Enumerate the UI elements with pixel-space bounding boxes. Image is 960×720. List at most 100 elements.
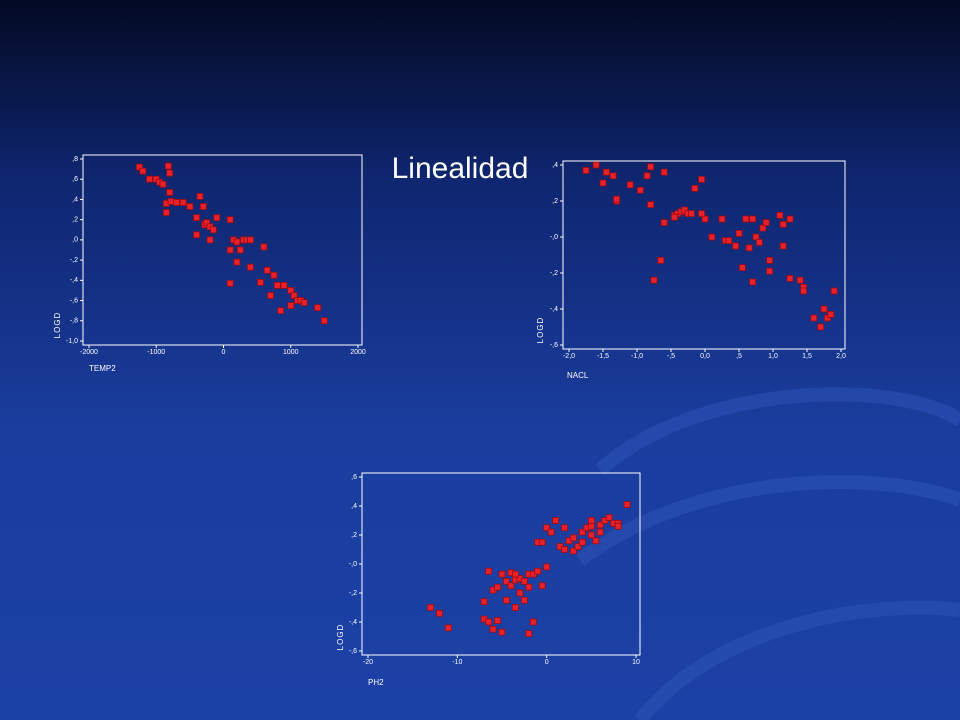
y-tick-label: -,6: [550, 342, 558, 349]
point: [179, 199, 187, 206]
point: [603, 168, 610, 176]
y-tick-label: ,4: [72, 196, 78, 203]
point: [525, 583, 533, 591]
point: [233, 258, 241, 266]
point: [657, 256, 665, 264]
point: [494, 617, 501, 624]
y-tick-label: -,4: [349, 619, 357, 626]
x-tick-label: 0: [545, 659, 549, 666]
point: [489, 625, 497, 633]
point: [552, 517, 559, 524]
point: [605, 514, 613, 521]
point: [762, 219, 770, 227]
y-tick-label: -,6: [349, 648, 357, 655]
x-tick-label: 0: [222, 349, 226, 356]
point: [718, 215, 726, 223]
point: [613, 195, 620, 203]
point: [300, 299, 308, 306]
x-tick-label: -1,0: [631, 353, 643, 360]
y-tick-label: -1,0: [66, 338, 78, 345]
point: [637, 186, 644, 194]
point: [671, 213, 678, 221]
point: [512, 604, 519, 611]
point: [650, 276, 658, 284]
point: [529, 618, 537, 626]
y-tick-label: ,6: [351, 474, 357, 481]
point: [277, 307, 285, 315]
point: [210, 226, 217, 234]
point: [626, 181, 634, 189]
point: [186, 203, 194, 210]
point: [193, 214, 201, 222]
point: [193, 231, 201, 239]
plot-frame: [82, 154, 363, 346]
point: [592, 537, 600, 545]
point: [587, 531, 595, 539]
point: [436, 609, 443, 617]
y-tick-label: -,0: [349, 561, 357, 568]
y-tick-label: -,2: [349, 590, 357, 597]
y-tick-label: -,6: [70, 297, 78, 304]
point: [752, 233, 760, 241]
x-tick-label: 0,0: [700, 353, 710, 360]
x-tick-label: -10: [452, 659, 462, 666]
x-tick-label: -20: [363, 659, 373, 666]
point: [520, 596, 528, 604]
x-tick-label: -,5: [667, 353, 675, 360]
x-axis-label: TEMP2: [89, 364, 116, 373]
x-tick-label: -2,0: [563, 353, 575, 360]
point: [817, 323, 824, 331]
y-axis-label: LOGD: [336, 624, 345, 651]
point: [498, 628, 506, 636]
point: [830, 287, 838, 295]
point: [688, 210, 695, 218]
point: [159, 180, 167, 188]
y-tick-label: -,0: [550, 234, 558, 241]
point: [647, 201, 654, 209]
x-axis-label: NACL: [567, 371, 589, 380]
point: [547, 528, 555, 536]
point: [759, 224, 767, 232]
point: [660, 168, 668, 176]
slide-title: Linealidad: [392, 152, 529, 185]
x-tick-label: -1,5: [597, 353, 609, 360]
point: [314, 304, 322, 312]
point: [287, 302, 295, 310]
point: [561, 546, 568, 553]
point: [766, 267, 773, 275]
point: [592, 161, 600, 169]
point: [742, 215, 750, 223]
x-tick-label: -1000: [147, 349, 165, 356]
point: [574, 543, 582, 550]
point: [599, 179, 607, 187]
point: [691, 184, 699, 192]
point: [543, 524, 551, 532]
point: [681, 206, 688, 214]
point: [749, 215, 756, 223]
point: [725, 237, 733, 245]
point: [698, 210, 705, 218]
point: [444, 624, 452, 632]
point: [503, 596, 510, 604]
point: [516, 589, 524, 597]
y-tick-label: ,6: [72, 176, 78, 183]
point: [226, 216, 234, 224]
decoration: [575, 387, 960, 720]
point: [745, 244, 753, 252]
point: [698, 175, 705, 183]
point: [647, 163, 654, 171]
point: [660, 219, 668, 227]
point: [139, 167, 147, 175]
x-tick-label: 1,0: [768, 353, 778, 360]
point: [587, 522, 595, 530]
x-tick-label: 2,0: [836, 353, 846, 360]
point: [226, 246, 234, 254]
x-tick-label: 1,5: [802, 353, 812, 360]
point: [570, 534, 577, 542]
plot-frame: [562, 160, 846, 350]
x-tick-label: 2000: [350, 349, 366, 356]
point: [786, 215, 794, 223]
point: [739, 264, 746, 272]
point: [246, 236, 254, 244]
